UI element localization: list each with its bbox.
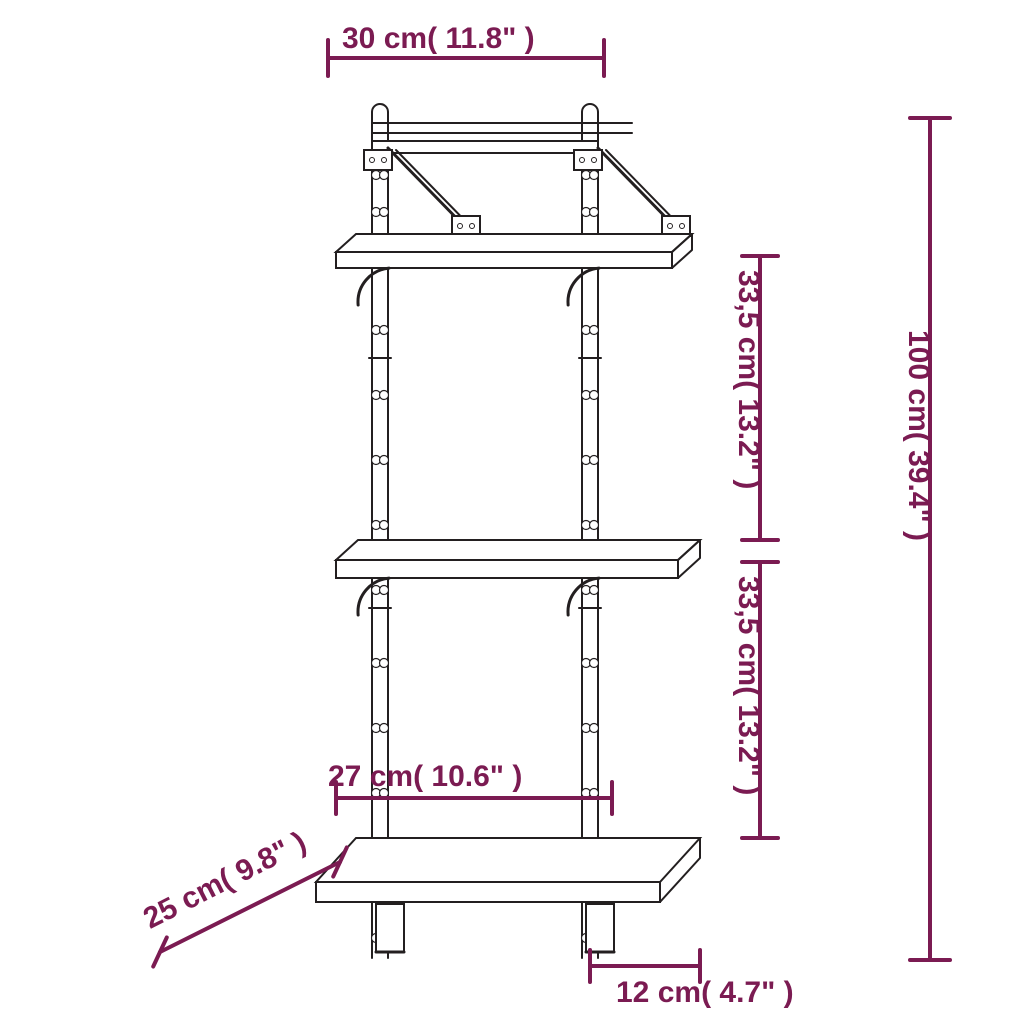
drawing-svg bbox=[0, 0, 1024, 1024]
dim-label-width-top: 30 cm( 11.8" ) bbox=[342, 22, 535, 55]
dim-label-height-overall: 100 cm( 39.4" ) bbox=[902, 330, 935, 541]
diagram-stage: { "canvas": { "w": 1024, "h": 1024, "bg"… bbox=[0, 0, 1024, 1024]
dim-label-gap-upper: 33,5 cm( 13.2" ) bbox=[732, 270, 765, 489]
dim-label-bracket-depth: 12 cm( 4.7" ) bbox=[616, 976, 794, 1009]
dim-label-gap-lower: 33,5 cm( 13.2" ) bbox=[732, 576, 765, 795]
dim-label-shelf-width: 27 cm( 10.6" ) bbox=[328, 760, 522, 793]
